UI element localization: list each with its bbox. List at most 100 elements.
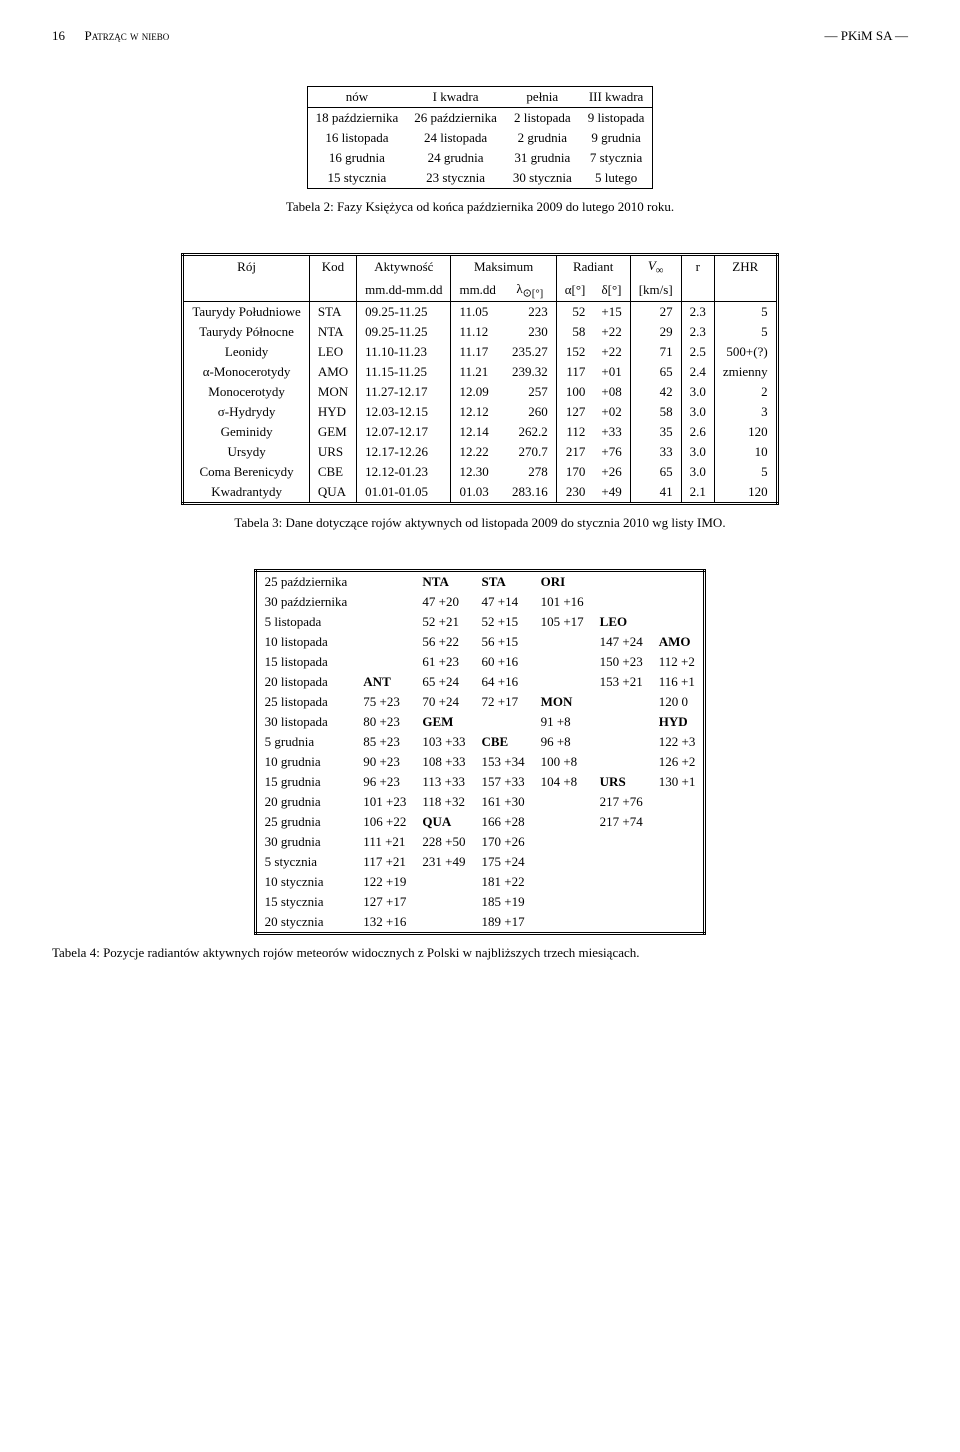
radiant-cell: 60 +16 (473, 652, 532, 672)
radiant-cell: QUA (414, 812, 473, 832)
th-kms: [km/s] (630, 279, 681, 302)
radiant-cell (592, 732, 651, 752)
radiant-cell: 20 stycznia (255, 912, 355, 934)
radiant-cell (533, 652, 592, 672)
page-number: 16 (52, 28, 65, 43)
radiant-cell: 116 +1 (651, 672, 705, 692)
shower-zhr: 5 (714, 302, 777, 323)
shower-name: Coma Berenicydy (183, 462, 310, 482)
th-mmdd: mm.dd (451, 279, 504, 302)
shower-vinf: 35 (630, 422, 681, 442)
shower-r: 3.0 (681, 402, 714, 422)
vinf-sub: ∞ (656, 265, 664, 277)
shower-zhr: 5 (714, 462, 777, 482)
radiant-cell: URS (592, 772, 651, 792)
radiant-cell: 104 +8 (533, 772, 592, 792)
shower-table-wrap: Rój Kod Aktywność Maksimum Radiant V∞ r … (52, 253, 908, 505)
radiant-cell: 15 grudnia (255, 772, 355, 792)
th-r: r (681, 255, 714, 279)
moon-cell: 7 stycznia (580, 148, 653, 168)
radiant-cell (651, 912, 705, 934)
moon-head-now: nów (307, 87, 406, 108)
radiant-cell (592, 912, 651, 934)
radiant-cell: 5 grudnia (255, 732, 355, 752)
radiant-cell (592, 571, 651, 593)
shower-table-caption: Tabela 3: Dane dotyczące rojów aktywnych… (52, 515, 908, 531)
moon-cell: 16 grudnia (307, 148, 406, 168)
radiant-cell: 80 +23 (355, 712, 414, 732)
radiant-cell (651, 571, 705, 593)
th-akt: Aktywność (357, 255, 451, 279)
shower-alpha: 58 (556, 322, 593, 342)
radiant-cell: 161 +30 (473, 792, 532, 812)
shower-name: Monocerotydy (183, 382, 310, 402)
radiant-cell: 75 +23 (355, 692, 414, 712)
radiant-cell: 47 +14 (473, 592, 532, 612)
shower-name: Ursydy (183, 442, 310, 462)
radiant-cell: GEM (414, 712, 473, 732)
moon-cell: 9 grudnia (580, 128, 653, 148)
th-max: Maksimum (451, 255, 556, 279)
radiant-cell: ORI (533, 571, 592, 593)
shower-activity: 01.01-01.05 (357, 482, 451, 504)
radiant-cell: 147 +24 (592, 632, 651, 652)
radiant-cell: 175 +24 (473, 852, 532, 872)
moon-cell: 15 stycznia (307, 168, 406, 189)
radiant-cell: 101 +23 (355, 792, 414, 812)
radiant-cell: 113 +33 (414, 772, 473, 792)
shower-r: 2.5 (681, 342, 714, 362)
shower-alpha: 152 (556, 342, 593, 362)
th-blank (309, 279, 356, 302)
shower-date: 11.05 (451, 302, 504, 323)
header-left: 16 Patrząc w niebo (52, 28, 169, 44)
radiant-cell: HYD (651, 712, 705, 732)
radiant-cell: 228 +50 (414, 832, 473, 852)
shower-zhr: 10 (714, 442, 777, 462)
radiant-cell: 96 +8 (533, 732, 592, 752)
shower-alpha: 117 (556, 362, 593, 382)
radiant-cell: 122 +3 (651, 732, 705, 752)
section-title: Patrząc w niebo (85, 28, 170, 43)
radiant-cell: 150 +23 (592, 652, 651, 672)
radiant-cell (533, 912, 592, 934)
shower-vinf: 33 (630, 442, 681, 462)
th-akt2: mm.dd-mm.dd (357, 279, 451, 302)
radiant-cell: 56 +22 (414, 632, 473, 652)
shower-lambda: 262.2 (504, 422, 556, 442)
shower-alpha: 170 (556, 462, 593, 482)
radiant-cell (533, 672, 592, 692)
radiant-cell: NTA (414, 571, 473, 593)
radiant-cell: 20 grudnia (255, 792, 355, 812)
radiant-cell: 153 +21 (592, 672, 651, 692)
radiant-cell: 47 +20 (414, 592, 473, 612)
radiant-cell: 118 +32 (414, 792, 473, 812)
th-blank (183, 279, 310, 302)
shower-delta: +76 (593, 442, 630, 462)
shower-activity: 12.07-12.17 (357, 422, 451, 442)
radiant-cell (355, 592, 414, 612)
shower-activity: 09.25-11.25 (357, 302, 451, 323)
shower-lambda: 270.7 (504, 442, 556, 462)
radiant-cell: 100 +8 (533, 752, 592, 772)
radiant-cell (592, 852, 651, 872)
radiant-cell: 122 +19 (355, 872, 414, 892)
shower-lambda: 283.16 (504, 482, 556, 504)
th-roj: Rój (183, 255, 310, 279)
shower-code: HYD (309, 402, 356, 422)
shower-lambda: 257 (504, 382, 556, 402)
shower-activity: 11.27-12.17 (357, 382, 451, 402)
shower-vinf: 41 (630, 482, 681, 504)
radiant-cell: 157 +33 (473, 772, 532, 792)
radiant-cell (592, 712, 651, 732)
shower-delta: +22 (593, 342, 630, 362)
shower-zhr: 500+(?) (714, 342, 777, 362)
moon-phase-table: nów I kwadra pełnia III kwadra 18 paździ… (307, 86, 654, 189)
shower-name: Leonidy (183, 342, 310, 362)
radiant-cell (592, 872, 651, 892)
th-blank (681, 279, 714, 302)
shower-zhr: 120 (714, 422, 777, 442)
radiant-table: 25 październikaNTASTAORI30 października4… (254, 569, 707, 935)
radiant-cell: 101 +16 (533, 592, 592, 612)
shower-date: 01.03 (451, 482, 504, 504)
shower-vinf: 65 (630, 362, 681, 382)
